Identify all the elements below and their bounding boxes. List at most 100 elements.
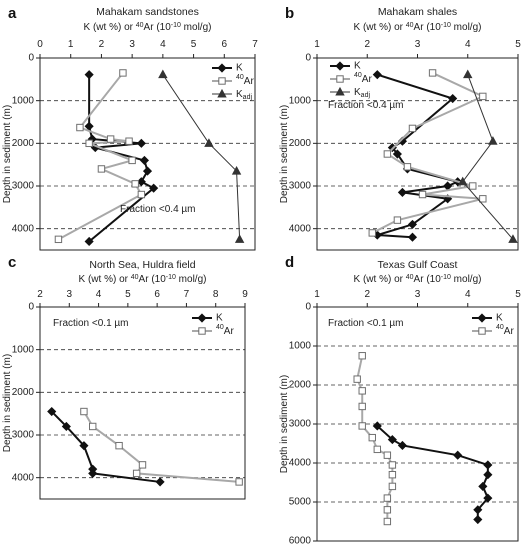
data-point-K bbox=[47, 406, 57, 417]
data-point-40Ar bbox=[418, 190, 427, 199]
series-line-40Ar bbox=[57, 72, 143, 241]
data-point-K bbox=[142, 166, 153, 176]
legend-marker-40Ar bbox=[218, 77, 226, 85]
data-point-40Ar bbox=[119, 69, 127, 77]
data-point-K bbox=[407, 232, 418, 242]
legend-label-40Ar: 40Ar bbox=[216, 324, 234, 336]
panel-b: b Mahakam shales K (wt %) or 40Ar (10-10 m… bbox=[279, 5, 521, 251]
panel-letter: b bbox=[285, 5, 294, 22]
data-point-Kadj bbox=[488, 136, 498, 145]
x-tick-label: 2 bbox=[99, 39, 105, 50]
data-point-40Ar bbox=[131, 180, 139, 188]
data-point-40Ar bbox=[138, 461, 147, 469]
x-tick-label: 4 bbox=[465, 39, 471, 50]
data-point-40Ar bbox=[403, 163, 412, 171]
data-point-40Ar bbox=[428, 69, 437, 77]
data-point-40Ar bbox=[358, 352, 366, 360]
data-point-K bbox=[407, 219, 418, 229]
legend-label-K: K bbox=[496, 313, 503, 324]
data-point-40Ar bbox=[358, 402, 366, 411]
x-tick-label: 8 bbox=[213, 289, 219, 300]
y-tick-label: 4000 bbox=[289, 223, 312, 234]
panel-letter: a bbox=[8, 5, 17, 22]
y-tick-label: 1000 bbox=[289, 341, 312, 352]
data-point-Kadj bbox=[458, 176, 468, 186]
plot-frame bbox=[39, 306, 246, 500]
x-axis-label: K (wt %) or 40Ar (10-10 mol/g) bbox=[354, 22, 482, 34]
legend-marker-K bbox=[197, 313, 207, 323]
fraction-annotation: Fraction <0.1 µm bbox=[53, 318, 129, 329]
x-tick-label: 2 bbox=[37, 289, 43, 300]
data-point-40Ar bbox=[393, 216, 402, 224]
x-tick-label: 5 bbox=[191, 39, 197, 50]
data-point-40Ar bbox=[383, 517, 392, 526]
data-point-40Ar bbox=[106, 135, 115, 143]
panel-title: North Sea, Huldra field bbox=[89, 259, 195, 271]
x-tick-label: 4 bbox=[465, 289, 471, 300]
data-point-K bbox=[483, 470, 493, 480]
y-tick-label: 2000 bbox=[289, 380, 312, 391]
y-axis-label: Depth in sediment (m) bbox=[279, 105, 290, 203]
panel-title: Mahakam sandstones bbox=[96, 6, 199, 18]
data-point-Kadj bbox=[234, 234, 245, 243]
data-point-K bbox=[397, 187, 407, 197]
x-tick-label: 3 bbox=[129, 39, 135, 50]
data-point-K bbox=[453, 450, 463, 460]
legend-marker-K bbox=[217, 63, 227, 73]
data-point-40Ar bbox=[368, 229, 376, 237]
legend-label-Kadj: Kadj bbox=[354, 87, 370, 100]
data-point-40Ar bbox=[358, 422, 366, 430]
data-point-40Ar bbox=[97, 165, 106, 173]
panel-title: Mahakam shales bbox=[378, 6, 457, 18]
x-tick-label: 5 bbox=[515, 289, 521, 300]
series-line-40Ar bbox=[371, 72, 486, 234]
legend-marker-K bbox=[335, 61, 345, 71]
series-line-Kadj bbox=[162, 74, 241, 240]
data-point-40Ar bbox=[368, 433, 376, 442]
data-point-K bbox=[397, 440, 407, 451]
series-line-40Ar bbox=[83, 411, 240, 483]
y-tick-label: 0 bbox=[305, 302, 311, 313]
x-tick-label: 7 bbox=[184, 289, 190, 300]
x-tick-label: 3 bbox=[67, 289, 73, 300]
data-point-Kadj bbox=[231, 165, 242, 175]
legend-label-K: K bbox=[236, 63, 243, 74]
y-tick-label: 4000 bbox=[12, 472, 35, 483]
legend-marker-40Ar bbox=[478, 327, 486, 335]
x-tick-label: 5 bbox=[125, 289, 131, 300]
data-point-40Ar bbox=[128, 156, 136, 165]
data-point-40Ar bbox=[85, 139, 93, 148]
y-axis-label: Depth in sediment (m) bbox=[2, 105, 13, 203]
data-point-40Ar bbox=[388, 482, 397, 491]
data-point-40Ar bbox=[358, 387, 366, 395]
x-tick-label: 6 bbox=[222, 39, 228, 50]
x-axis-label: K (wt %) or 40Ar (10-10 mol/g) bbox=[79, 274, 207, 286]
series-line-K bbox=[88, 74, 156, 243]
data-point-K bbox=[79, 441, 89, 451]
data-point-40Ar bbox=[115, 441, 123, 450]
data-point-40Ar bbox=[383, 494, 392, 502]
legend-label-K: K bbox=[354, 61, 361, 72]
x-tick-label: 7 bbox=[252, 39, 258, 50]
fraction-annotation: Fraction <0.4 µm bbox=[328, 100, 404, 111]
plot-frame bbox=[39, 57, 256, 251]
x-tick-label: 0 bbox=[37, 39, 43, 50]
data-point-40Ar bbox=[353, 375, 361, 383]
panel-a: a Mahakam sandstones K (wt %) or 40Ar (10-… bbox=[2, 5, 258, 251]
data-point-K bbox=[149, 183, 159, 193]
y-tick-label: 3000 bbox=[12, 430, 35, 441]
legend-marker-K bbox=[477, 313, 487, 323]
data-point-40Ar bbox=[235, 478, 243, 486]
data-point-K bbox=[448, 93, 458, 104]
series-line-K bbox=[376, 425, 490, 520]
y-tick-label: 0 bbox=[28, 53, 34, 64]
y-tick-label: 3000 bbox=[289, 419, 312, 430]
data-point-40Ar bbox=[388, 471, 397, 479]
legend-label-40Ar: 40Ar bbox=[354, 72, 372, 84]
y-tick-label: 1000 bbox=[12, 95, 35, 106]
data-point-K bbox=[397, 136, 407, 146]
